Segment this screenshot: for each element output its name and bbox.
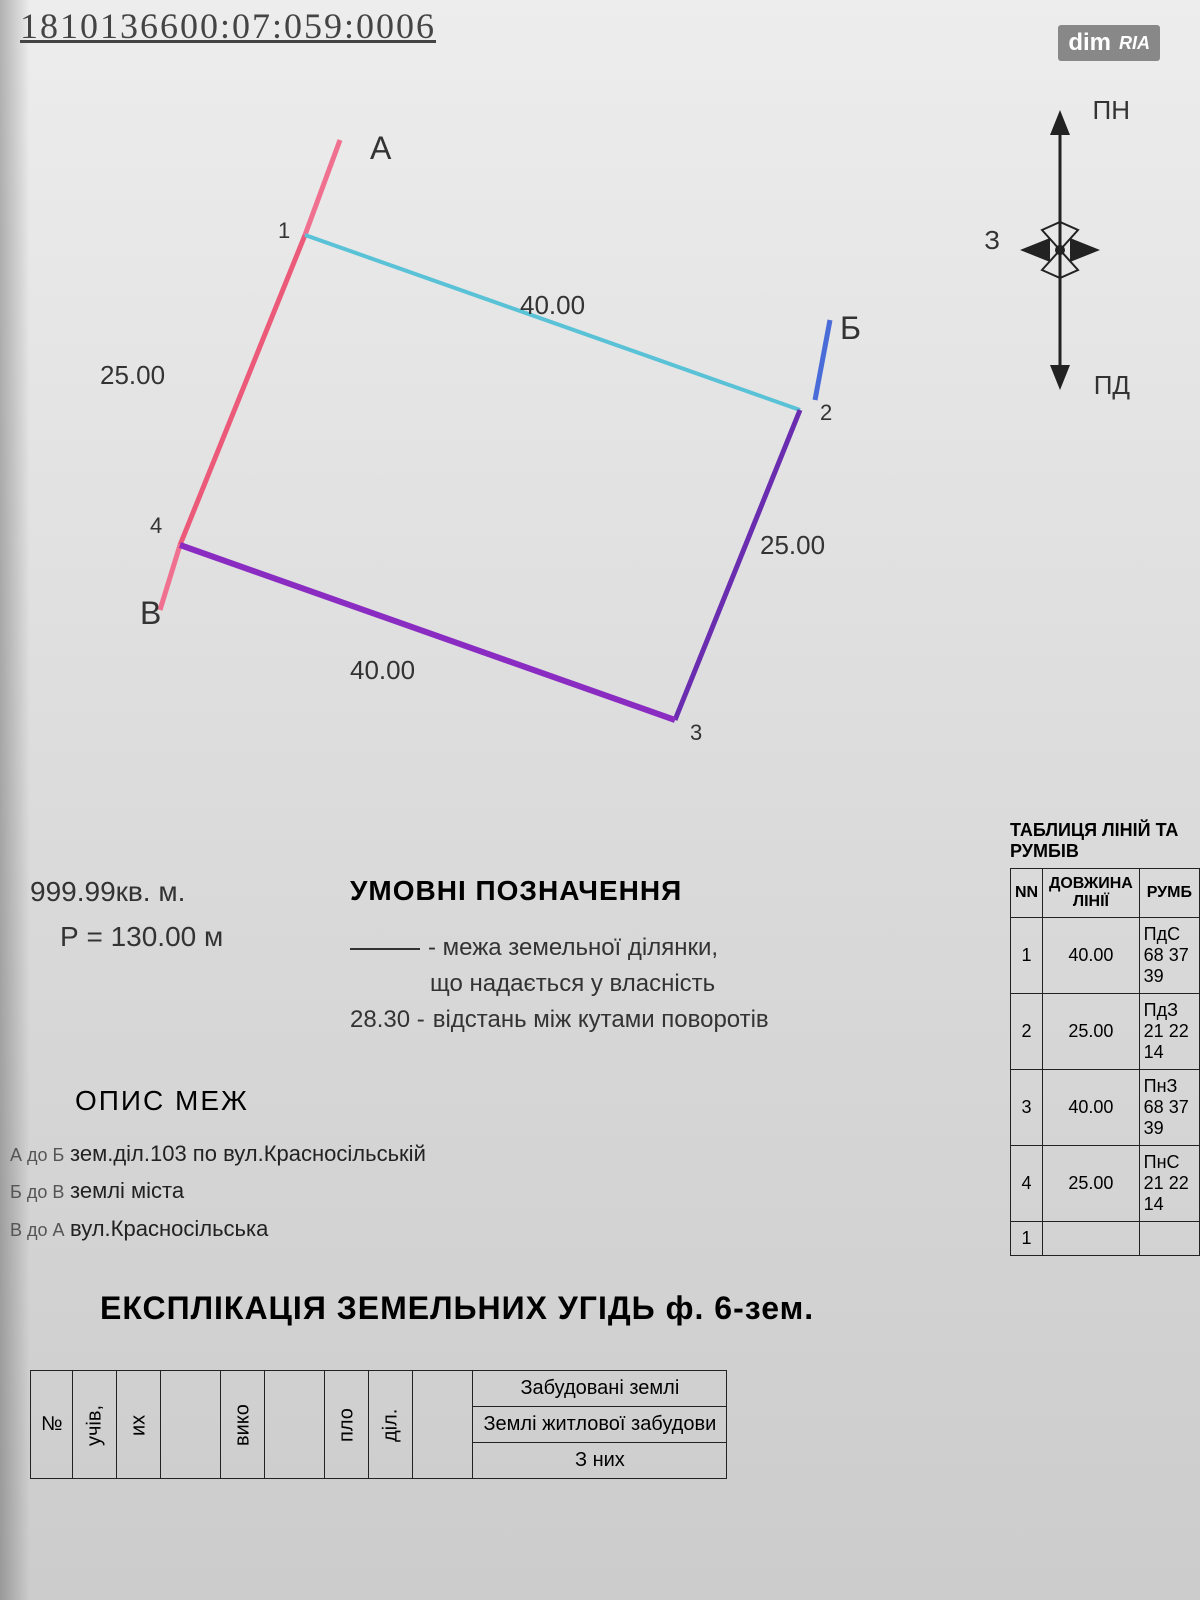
rt-2-2: ПнЗ 68 37 39 (1139, 1070, 1199, 1146)
rt-1-2: ПдЗ 21 22 14 (1139, 994, 1199, 1070)
vertex-b-label: Б (840, 310, 861, 347)
rhumb-table-title: ТАБЛИЦЯ ЛІНІЙ ТА РУМБІВ (1010, 820, 1200, 862)
boundary-text-1: землі міста (70, 1178, 184, 1203)
boundary-key-0: А до Б (10, 1140, 70, 1171)
explication-title: ЕКСПЛІКАЦІЯ ЗЕМЕЛЬНИХ УГІДЬ ф. 6-зем. (100, 1290, 814, 1327)
legend-title: УМОВНІ ПОЗНАЧЕННЯ (350, 875, 682, 907)
expl-header1: Забудовані землі (473, 1371, 727, 1407)
rhumb-th-2: РУМБ (1139, 869, 1199, 918)
rt-0-0: 1 (1011, 918, 1043, 994)
rt-4-2 (1139, 1222, 1199, 1256)
edge-right-length: 25.00 (760, 530, 825, 561)
boundary-row-0: А до Бзем.діл.103 по вул.Красносільській (10, 1135, 426, 1172)
rhumb-table: NN ДОВЖИНА ЛІНІЇ РУМБ 140.00ПдС 68 37 39… (1010, 868, 1200, 1256)
corner-2: 2 (820, 400, 832, 426)
boundary-row-2: В до Авул.Красносільська (10, 1210, 426, 1247)
expl-vcol-4: діл. (369, 1371, 413, 1479)
rt-4-1 (1043, 1222, 1140, 1256)
boundary-text-0: зем.діл.103 по вул.Красносільській (70, 1141, 426, 1166)
boundary-rows: А до Бзем.діл.103 по вул.Красносільській… (10, 1135, 426, 1247)
boundary-text-2: вул.Красносільська (70, 1216, 268, 1241)
legend-line3-prefix: 28.30 - (350, 1006, 425, 1033)
rt-0-2: ПдС 68 37 39 (1139, 918, 1199, 994)
expl-vcol-2: вико (221, 1371, 265, 1479)
explication-table: № учів, их вико пло діл. Забудовані земл… (30, 1370, 727, 1479)
page-shadow (0, 0, 30, 1600)
perimeter-value: Р = 130.00 м (30, 915, 223, 960)
compass-rose (980, 100, 1140, 400)
area-value: 999.99кв. м. (30, 870, 223, 915)
measurements-block: 999.99кв. м. Р = 130.00 м (30, 870, 223, 960)
rt-1-1: 25.00 (1043, 994, 1140, 1070)
edge-left-length: 25.00 (100, 360, 165, 391)
expl-header2: Землі житлової забудови (473, 1407, 727, 1443)
expl-col-n: № (31, 1371, 73, 1479)
boundary-key-1: Б до В (10, 1177, 70, 1208)
corner-4: 4 (150, 513, 162, 539)
compass-south-label: ПД (1094, 370, 1130, 401)
edge-top-length: 40.00 (520, 290, 585, 321)
legend-line2: що надається у власність (350, 966, 769, 1002)
watermark-brand: dim (1068, 29, 1111, 57)
expl-vcol-1: их (117, 1371, 161, 1479)
watermark-badge: dim RIA (1058, 25, 1160, 61)
legend-line3: відстань між кутами поворотів (433, 1006, 769, 1033)
boundary-key-2: В до А (10, 1215, 70, 1246)
expl-vcol-0: учів, (73, 1371, 117, 1479)
corner-3: 3 (690, 720, 702, 746)
rt-2-1: 40.00 (1043, 1070, 1140, 1146)
rt-2-0: 3 (1011, 1070, 1043, 1146)
rt-3-1: 25.00 (1043, 1146, 1140, 1222)
expl-vcol-3: пло (325, 1371, 369, 1479)
watermark-sub: RIA (1119, 33, 1150, 54)
boundary-row-1: Б до Вземлі міста (10, 1172, 426, 1209)
vertex-v-label: В (140, 595, 161, 632)
parcel-diagram (60, 100, 960, 780)
boundary-desc-title: ОПИС МЕЖ (75, 1085, 249, 1117)
rt-4-0: 1 (1011, 1222, 1043, 1256)
legend-body: - межа земельної ділянки, що надається у… (350, 930, 769, 1038)
compass-north-label: ПН (1093, 95, 1130, 126)
legend-line1: - межа земельної ділянки, (428, 934, 718, 961)
rhumb-th-0: NN (1011, 869, 1043, 918)
rt-3-2: ПнС 21 22 14 (1139, 1146, 1199, 1222)
rhumb-th-1: ДОВЖИНА ЛІНІЇ (1043, 869, 1140, 918)
rt-1-0: 2 (1011, 994, 1043, 1070)
vertex-a-label: А (370, 130, 391, 167)
rt-0-1: 40.00 (1043, 918, 1140, 994)
legend-line-symbol (350, 948, 420, 950)
rt-3-0: 4 (1011, 1146, 1043, 1222)
rhumb-table-section: ТАБЛИЦЯ ЛІНІЙ ТА РУМБІВ NN ДОВЖИНА ЛІНІЇ… (1010, 820, 1200, 1256)
compass-west-label: З (984, 225, 1000, 256)
corner-1: 1 (278, 218, 290, 244)
edge-bottom-length: 40.00 (350, 655, 415, 686)
cadastre-number: 1810136600:07:059:0006 (20, 5, 436, 47)
expl-header3: З них (473, 1443, 727, 1479)
